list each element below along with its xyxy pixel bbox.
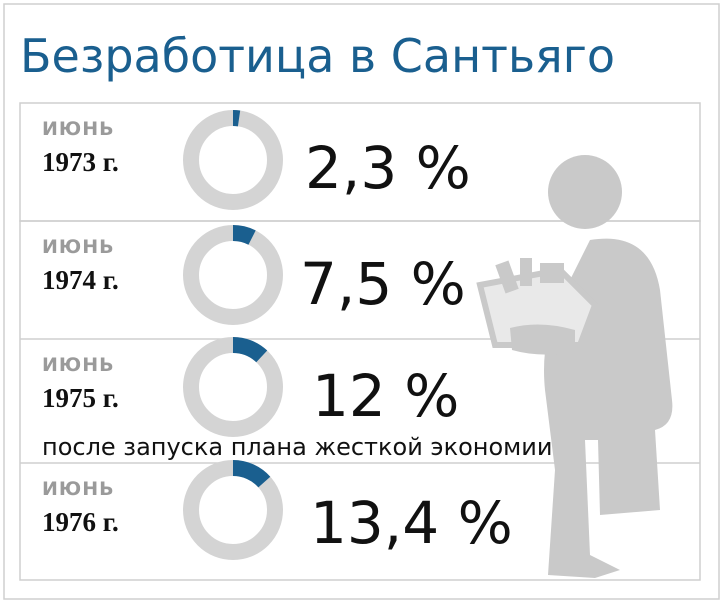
donut-arc bbox=[232, 225, 256, 245]
year-label: 1976 г. bbox=[42, 507, 119, 537]
donut-arc bbox=[232, 460, 271, 488]
month-label: ИЮНЬ bbox=[42, 236, 115, 258]
value-label: 12 % bbox=[312, 362, 459, 430]
month-label: ИЮНЬ bbox=[42, 478, 115, 500]
month-label: ИЮНЬ bbox=[42, 354, 115, 376]
year-label: 1974 г. bbox=[42, 265, 119, 295]
value-label: 7,5 % bbox=[300, 250, 466, 318]
year-label: 1973 г. bbox=[42, 147, 119, 177]
person-icon bbox=[476, 155, 673, 579]
year-label: 1975 г. bbox=[42, 383, 119, 413]
donut-arc bbox=[232, 337, 268, 363]
value-label: 2,3 % bbox=[305, 134, 471, 202]
month-label: ИЮНЬ bbox=[42, 118, 115, 140]
value-label: 13,4 % bbox=[310, 489, 513, 557]
title: Безработица в Сантьяго bbox=[20, 29, 615, 83]
note: после запуска плана жесткой экономии bbox=[42, 433, 552, 461]
